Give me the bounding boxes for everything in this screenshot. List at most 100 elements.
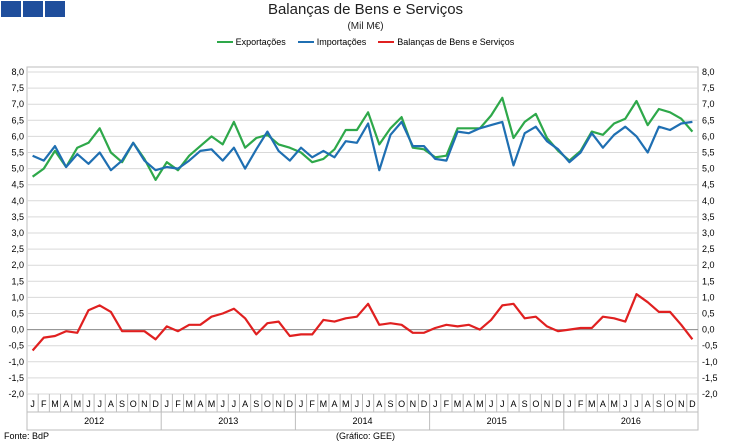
y-tick-label-right: 5,0: [702, 164, 715, 174]
month-label: A: [108, 399, 114, 409]
source-note: Fonte: BdP: [4, 431, 50, 441]
y-tick-label-right: -2,0: [702, 389, 718, 399]
month-label: O: [398, 399, 405, 409]
month-label: S: [656, 399, 662, 409]
legend-item-imports: Importações: [297, 37, 367, 47]
month-label: J: [86, 399, 91, 409]
y-tick-label-left: 3,0: [11, 228, 24, 238]
month-label: M: [454, 399, 462, 409]
y-tick-label-left: 1,0: [11, 292, 24, 302]
month-label: M: [51, 399, 59, 409]
y-tick-label-left: 3,5: [11, 212, 24, 222]
month-label: S: [387, 399, 393, 409]
y-tick-label-right: 0,5: [702, 309, 715, 319]
month-label: D: [555, 399, 562, 409]
month-label: A: [510, 399, 516, 409]
month-label: A: [242, 399, 248, 409]
month-label: M: [342, 399, 350, 409]
month-label: O: [264, 399, 271, 409]
month-label: M: [208, 399, 216, 409]
month-label: D: [421, 399, 428, 409]
y-tick-label-left: 0,5: [11, 309, 24, 319]
month-label: J: [433, 399, 438, 409]
month-label: J: [489, 399, 494, 409]
y-tick-label-left: 6,0: [11, 131, 24, 141]
month-label: N: [544, 399, 551, 409]
y-tick-label-left: 1,5: [11, 276, 24, 286]
month-label: J: [220, 399, 225, 409]
y-tick-label-right: 0,0: [702, 325, 715, 335]
month-label: A: [332, 399, 338, 409]
logo-block: [23, 1, 43, 17]
year-label: 2014: [352, 416, 372, 426]
y-tick-label-right: 1,0: [702, 292, 715, 302]
month-label: J: [165, 399, 170, 409]
month-label: D: [152, 399, 159, 409]
y-tick-label-right: 2,5: [702, 244, 715, 254]
y-tick-label-left: -1,5: [8, 373, 24, 383]
month-label: M: [476, 399, 484, 409]
legend-swatch-exports: [216, 41, 233, 43]
month-label: J: [355, 399, 360, 409]
month-label: J: [299, 399, 304, 409]
y-tick-label-left: 8,0: [11, 67, 24, 77]
month-label: S: [253, 399, 259, 409]
month-label: M: [74, 399, 82, 409]
month-label: D: [287, 399, 294, 409]
month-label: S: [119, 399, 125, 409]
month-label: J: [567, 399, 572, 409]
exports-line: [31, 96, 694, 181]
y-tick-label-left: 6,5: [11, 115, 24, 125]
month-label: N: [141, 399, 148, 409]
y-tick-label-right: 5,5: [702, 148, 715, 158]
year-label: 2016: [621, 416, 641, 426]
y-tick-label-right: 6,0: [702, 131, 715, 141]
y-tick-label-right: 8,0: [702, 67, 715, 77]
legend-label-imports: Importações: [316, 37, 367, 47]
balance-line: [31, 293, 694, 352]
legend-label-exports: Exportações: [235, 37, 286, 47]
month-label: J: [623, 399, 628, 409]
y-tick-label-left: 7,0: [11, 99, 24, 109]
month-label: J: [97, 399, 102, 409]
y-tick-label-left: 0,0: [11, 325, 24, 335]
chart-subtitle: (Mil M€): [347, 21, 384, 32]
month-label: M: [588, 399, 596, 409]
y-tick-label-right: 6,5: [702, 115, 715, 125]
month-label: N: [410, 399, 417, 409]
y-tick-label-right: 4,5: [702, 180, 715, 190]
legend-item-balance: Balanças de Bens e Serviços: [378, 37, 514, 47]
y-tick-label-right: 4,0: [702, 196, 715, 206]
y-tick-label-right: -1,5: [702, 373, 718, 383]
y-tick-label-right: 3,0: [702, 228, 715, 238]
y-tick-label-left: 5,5: [11, 148, 24, 158]
y-tick-label-right: 3,5: [702, 212, 715, 222]
y-tick-label-left: -2,0: [8, 389, 24, 399]
y-tick-label-right: 7,5: [702, 83, 715, 93]
month-label: F: [444, 399, 450, 409]
month-label: A: [376, 399, 382, 409]
chart-legend: Exportações Importações Balanças de Bens…: [0, 37, 731, 47]
y-tick-label-right: 7,0: [702, 99, 715, 109]
y-tick-label-left: -1,0: [8, 357, 24, 367]
year-label: 2015: [487, 416, 507, 426]
month-label: F: [309, 399, 315, 409]
y-tick-label-left: 2,0: [11, 260, 24, 270]
month-label: A: [645, 399, 651, 409]
legend-swatch-balance: [378, 41, 395, 43]
y-tick-label-left: 4,5: [11, 180, 24, 190]
month-label: D: [689, 399, 696, 409]
chart-title: Balanças de Bens e Serviços: [267, 1, 464, 18]
month-label: M: [185, 399, 193, 409]
month-label: N: [678, 399, 685, 409]
y-tick-label-left: 5,0: [11, 164, 24, 174]
y-tick-label-left: 2,5: [11, 244, 24, 254]
legend-label-balance: Balanças de Bens e Serviços: [397, 37, 515, 47]
logo: [1, 1, 65, 17]
legend-item-exports: Exportações: [216, 37, 286, 47]
year-label: 2013: [218, 416, 238, 426]
logo-block: [1, 1, 21, 17]
month-label: A: [466, 399, 472, 409]
month-label: J: [366, 399, 371, 409]
